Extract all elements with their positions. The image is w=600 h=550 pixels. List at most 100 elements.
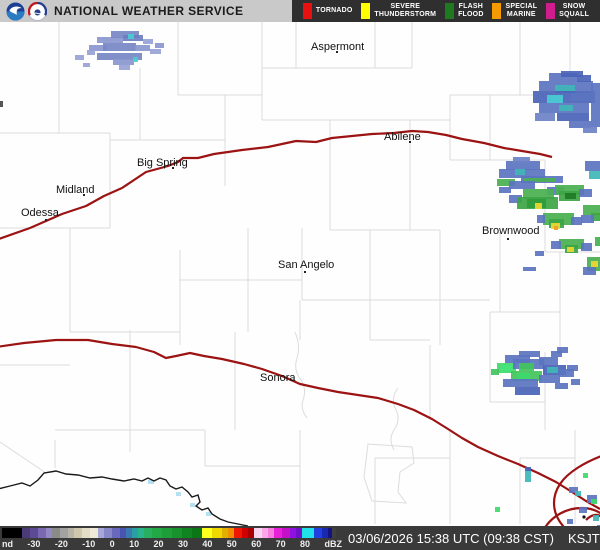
flash-flood-swatch xyxy=(445,3,455,19)
noaa-logo xyxy=(6,1,25,21)
header-bar: NATIONAL WEATHER SERVICE TORNADO SEVERE … xyxy=(0,0,600,22)
radar-echo xyxy=(97,53,142,60)
radar-echo xyxy=(571,217,582,225)
legend-item-snow-squall: SNOW SQUALL xyxy=(546,3,589,19)
radar-echo xyxy=(119,65,130,70)
radar-echo xyxy=(581,215,594,223)
station-id: KSJT xyxy=(567,530,600,546)
radar-echo xyxy=(535,251,544,256)
radar-echo xyxy=(583,205,600,215)
timestamp-bar: 03/06/2026 15:38 UTC (09:38 CST) KSJT xyxy=(348,526,600,550)
agency-title: NATIONAL WEATHER SERVICE xyxy=(54,4,244,18)
city-label: Sonora xyxy=(260,372,296,384)
special-marine-swatch xyxy=(492,3,502,19)
city-label: Brownwood xyxy=(482,225,540,237)
radar-echo xyxy=(554,226,558,230)
radar-echo xyxy=(515,387,540,395)
radar-echo xyxy=(509,195,522,203)
city-label: Abilene xyxy=(384,131,421,143)
radar-echo xyxy=(523,189,554,199)
radar-echo xyxy=(589,171,600,179)
radar-echo xyxy=(519,363,534,371)
legend-item-severe-thunderstorm: SEVERE THUNDERSTORM xyxy=(361,3,436,19)
radar-echo xyxy=(569,487,578,493)
radar-echo xyxy=(515,169,525,175)
radar-echo xyxy=(503,379,538,387)
warning-legend: TORNADO SEVERE THUNDERSTORM FLASH FLOOD … xyxy=(292,0,600,22)
radar-echo xyxy=(523,267,536,271)
legend-item-special-marine: SPECIAL MARINE xyxy=(492,3,537,19)
interstate-20 xyxy=(0,129,553,240)
radar-echo xyxy=(155,43,164,48)
city-label: Aspermont xyxy=(311,41,365,53)
radar-echo xyxy=(495,507,500,512)
timestamp: 03/06/2026 15:38 UTC (09:38 CST) xyxy=(348,530,554,546)
radar-echo xyxy=(535,203,542,209)
radar-echo xyxy=(567,365,578,371)
nws-branding: NATIONAL WEATHER SERVICE xyxy=(0,0,292,22)
radar-echo xyxy=(579,507,587,513)
reflectivity-colorbar xyxy=(2,528,336,538)
city-marker xyxy=(304,271,306,273)
radar-echo xyxy=(519,351,540,357)
city-marker xyxy=(336,51,338,53)
radar-echo xyxy=(491,369,499,375)
radar-echo xyxy=(128,34,134,39)
tornado-swatch xyxy=(302,3,312,19)
radar-echo xyxy=(517,373,530,379)
radar-echo xyxy=(571,379,580,385)
radar-echo xyxy=(87,50,95,55)
radar-echo xyxy=(75,55,84,60)
radar-echo xyxy=(561,71,583,77)
radar-echo xyxy=(555,185,584,195)
interstate-10 xyxy=(0,338,600,510)
legend-item-tornado: TORNADO xyxy=(302,3,353,19)
city-label: Odessa xyxy=(21,207,59,219)
radar-echo xyxy=(559,239,584,249)
radar-echo xyxy=(583,473,588,478)
severe-thunderstorm-swatch xyxy=(361,3,371,19)
radar-echo xyxy=(567,247,574,252)
radar-echo xyxy=(509,181,535,189)
reflectivity-scale: nd -30 -20 -10 0 10 20 30 40 50 60 70 80… xyxy=(0,526,348,550)
legend-item-flash-flood: FLASH FLOOD xyxy=(445,3,484,19)
river-water xyxy=(148,480,211,516)
radar-echo xyxy=(83,63,90,67)
city-marker xyxy=(507,238,509,240)
radar-echo xyxy=(103,43,136,51)
radar-echo xyxy=(591,261,598,267)
radar-echo xyxy=(539,375,560,383)
radar-echo xyxy=(547,95,563,103)
city-label: Big Spring xyxy=(137,157,188,169)
radar-echo xyxy=(567,519,573,524)
radar-echo xyxy=(499,187,511,193)
nws-logo xyxy=(28,1,47,21)
radar-map[interactable]: Aspermont Abilene Big Spring Midland Odessa B… xyxy=(0,22,600,526)
corner-town-dot xyxy=(582,515,586,519)
radar-echo xyxy=(525,470,531,482)
radar-echo xyxy=(581,243,592,251)
radar-echo xyxy=(571,93,593,101)
radar-echo xyxy=(583,127,597,133)
radar-echo xyxy=(559,105,573,111)
city-label: San Angelo xyxy=(278,259,335,271)
city-label: Midland xyxy=(56,184,95,196)
radar-echo xyxy=(539,357,558,365)
city-marker xyxy=(409,141,411,143)
radar-echo xyxy=(143,39,153,44)
radar-echo xyxy=(135,45,150,51)
radar-echo xyxy=(555,85,575,93)
radar-echo xyxy=(549,73,577,81)
radar-echo xyxy=(577,75,591,82)
radar-echo xyxy=(591,83,600,127)
radar-echo xyxy=(597,525,600,526)
radar-echo xyxy=(595,237,600,246)
radar-echo xyxy=(591,499,597,504)
radar-echo xyxy=(97,37,123,43)
radar-echo xyxy=(565,193,576,199)
basemap-lines xyxy=(0,22,600,526)
radar-echo xyxy=(585,161,600,171)
radar-echo xyxy=(506,161,540,170)
radar-echo xyxy=(524,178,556,182)
